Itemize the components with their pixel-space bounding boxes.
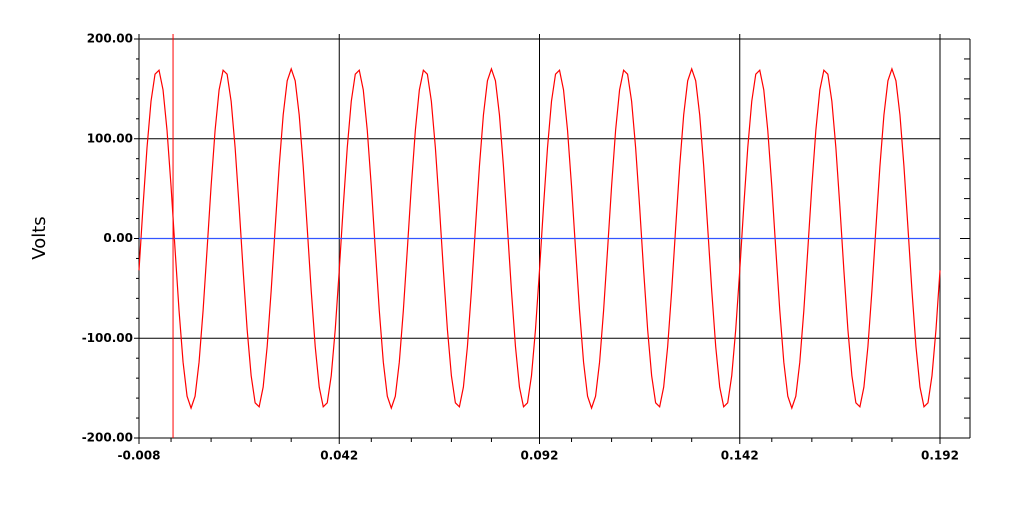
x-tick-label: 0.092 xyxy=(521,449,559,463)
x-tick-label: 0.042 xyxy=(320,449,358,463)
x-tick-label: 0.142 xyxy=(721,449,759,463)
x-tick-label: 0.192 xyxy=(921,449,959,463)
y-tick-label: -100.00 xyxy=(82,331,133,345)
y-tick-label: 0.00 xyxy=(103,231,133,245)
series-line xyxy=(138,67,941,410)
x-tick-label: -0.008 xyxy=(118,449,161,463)
y-axis-label: Volts xyxy=(29,216,50,259)
y-tick-label: 100.00 xyxy=(87,131,133,145)
y-tick-label: -200.00 xyxy=(82,431,133,445)
y-tick-label: 200.00 xyxy=(87,32,133,46)
